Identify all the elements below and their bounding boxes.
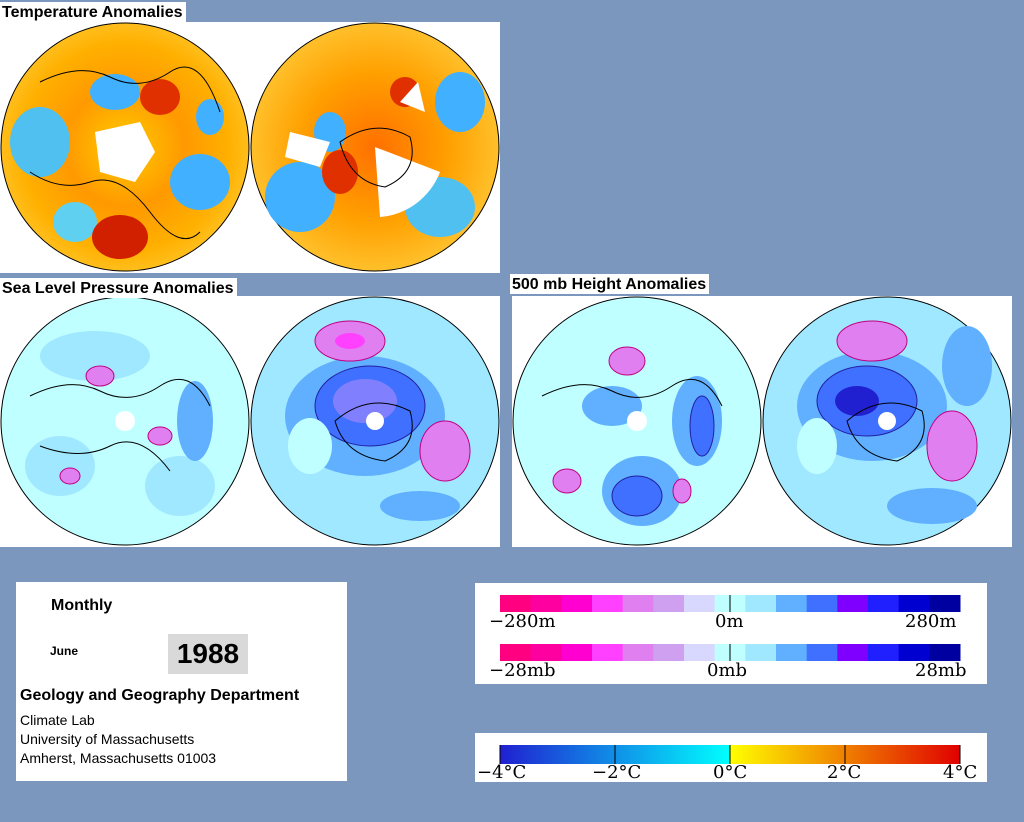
color-bar-segment: [500, 644, 532, 661]
height-map-north: [512, 296, 762, 546]
color-bar-segment: [622, 595, 654, 612]
color-bar-segment: [868, 644, 900, 661]
lab-label: Climate Lab: [20, 712, 95, 728]
slp-map-south: [250, 296, 500, 546]
temperature-scale-panel: −4°C −2°C 0°C 2°C 4°C: [475, 733, 987, 782]
temperature-maps: [0, 22, 500, 272]
temperature-title: Temperature Anomalies: [0, 2, 186, 22]
period-label: Monthly: [51, 597, 113, 614]
height-maps: [512, 296, 1012, 546]
color-bar-segment: [622, 644, 654, 661]
pressure-color-bar: [500, 644, 961, 661]
year-label: 1988: [168, 634, 248, 674]
university-label: University of Massachusetts: [20, 731, 195, 747]
color-bar-segment: [745, 595, 777, 612]
temperature-scale: −4°C −2°C 0°C 2°C 4°C: [477, 745, 977, 782]
anomaly-scale-panel: −280m 0m 280m −28mb 0mb 28mb: [475, 583, 987, 684]
slp-maps: [0, 296, 500, 546]
color-bar-segment: [592, 644, 624, 661]
address-label: Amherst, Massachusetts 01003: [20, 750, 217, 766]
temperature-panel: [0, 22, 500, 273]
temperature-tick-2: 0°C: [713, 762, 747, 782]
color-bar-segment: [561, 595, 593, 612]
height-panel: [512, 296, 1012, 547]
pressure-scale-zero: 0mb: [707, 660, 747, 681]
color-bar-segment: [530, 595, 562, 612]
slp-panel: [0, 296, 500, 547]
color-bar-segment: [653, 644, 685, 661]
height-scale-zero: 0m: [715, 611, 744, 632]
pressure-scale-max: 28mb: [915, 660, 967, 681]
anomaly-scales: −280m 0m 280m −28mb 0mb 28mb: [489, 595, 967, 681]
slp-title: Sea Level Pressure Anomalies: [0, 278, 237, 298]
color-bar-segment: [684, 644, 716, 661]
height-scale-min: −280m: [489, 611, 556, 632]
height-scale-max: 280m: [905, 611, 956, 632]
height-title: 500 mb Height Anomalies: [510, 274, 710, 294]
color-bar-segment: [898, 595, 930, 612]
temperature-tick-4: 4°C: [943, 762, 977, 782]
temperature-map-north: [0, 22, 250, 272]
temperature-tick-3: 2°C: [827, 762, 861, 782]
temperature-tick-1: −2°C: [592, 762, 641, 782]
color-bar-segment: [837, 644, 869, 661]
pressure-scale-min: −28mb: [489, 660, 556, 681]
color-bar-segment: [500, 595, 532, 612]
color-bar-segment: [745, 644, 777, 661]
color-bar-segment: [592, 595, 624, 612]
slp-map-north: [0, 296, 250, 546]
department-label: Geology and Geography Department: [20, 687, 300, 704]
color-bar-segment: [929, 644, 961, 661]
color-bar-segment: [806, 595, 838, 612]
color-bar-segment: [837, 595, 869, 612]
temperature-tick-0: −4°C: [477, 762, 526, 782]
color-bar-segment: [776, 595, 808, 612]
info-box: Monthly June 1988 Geology and Geography …: [16, 582, 347, 781]
color-bar-segment: [561, 644, 593, 661]
color-bar-segment: [530, 644, 562, 661]
color-bar-segment: [684, 595, 716, 612]
color-bar-segment: [806, 644, 838, 661]
color-bar-segment: [868, 595, 900, 612]
temperature-map-south: [250, 22, 500, 272]
month-label: June: [50, 644, 79, 658]
height-map-south: [762, 296, 1012, 546]
height-color-bar: [500, 595, 961, 612]
color-bar-segment: [898, 644, 930, 661]
color-bar-segment: [653, 595, 685, 612]
color-bar-segment: [776, 644, 808, 661]
color-bar-segment: [929, 595, 961, 612]
